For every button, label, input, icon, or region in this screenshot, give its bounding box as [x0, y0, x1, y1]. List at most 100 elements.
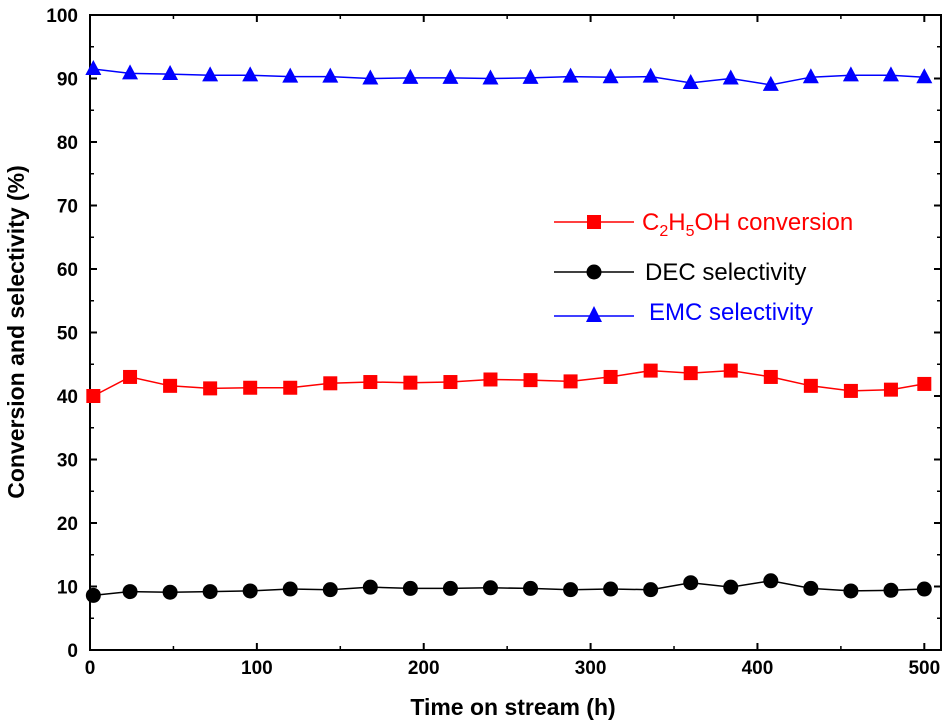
x-axis-title: Time on stream (h): [410, 694, 615, 720]
data-point-circle: [85, 587, 101, 603]
data-point-square: [643, 363, 658, 378]
legend-item-emc-selectivity: EMC selectivity: [554, 299, 813, 326]
data-point-circle: [723, 579, 739, 595]
data-point-square: [86, 389, 101, 403]
data-point-circle: [442, 580, 458, 596]
data-point-circle: [563, 582, 579, 598]
legend-label-c: C: [642, 209, 659, 236]
data-point-triangle: [522, 68, 539, 84]
data-point-square: [843, 383, 858, 398]
data-point-circle: [322, 582, 338, 598]
data-point-triangle: [242, 66, 259, 82]
data-point-circle: [282, 581, 298, 597]
axis-ticks: 0 10 20 30 40 50 60 70 80 90 100 0 100 200 300 400 500: [46, 6, 941, 679]
data-point-square: [603, 369, 618, 384]
data-point-triangle: [442, 68, 459, 84]
data-point-circle: [603, 581, 619, 597]
series-line-square: [92, 369, 925, 397]
data-point-circle: [242, 583, 258, 599]
data-point-square: [483, 372, 498, 387]
y-tick-label: 30: [57, 451, 78, 472]
data-point-square: [523, 373, 538, 388]
data-point-circle: [683, 575, 699, 591]
x-tick-label: 100: [241, 658, 273, 679]
data-point-triangle: [602, 68, 619, 84]
data-point-square: [123, 369, 138, 384]
data-point-square: [323, 376, 338, 391]
y-tick-label: 0: [67, 641, 78, 662]
y-tick-label: 40: [57, 387, 78, 408]
legend-label-oh-conversion: OH conversion: [695, 209, 854, 236]
data-point-circle: [202, 584, 218, 600]
x-tick-label: 0: [85, 658, 96, 679]
data-point-square: [363, 375, 378, 390]
y-tick-label: 80: [57, 133, 78, 154]
series-line-triangle: [93, 68, 925, 86]
data-point-square: [443, 375, 458, 390]
data-point-circle: [803, 580, 819, 596]
data-point-triangle: [562, 67, 579, 83]
data-point-triangle: [916, 68, 933, 84]
data-point-triangle: [682, 73, 699, 89]
data-point-square: [403, 375, 418, 390]
data-point-triangle: [402, 68, 419, 84]
x-tick-label: 500: [908, 658, 940, 679]
data-point-circle: [482, 580, 498, 596]
data-point-triangle: [842, 66, 859, 82]
data-point-square: [883, 382, 898, 397]
data-point-triangle: [162, 65, 179, 81]
plot-frame: [89, 14, 942, 651]
data-point-circle: [763, 573, 779, 589]
legend-marker-square-icon: [587, 215, 601, 229]
data-point-square: [917, 376, 932, 391]
data-point-circle: [916, 581, 932, 597]
data-point-triangle: [762, 75, 779, 91]
y-tick-label: 70: [57, 197, 78, 218]
legend-label-sub-5: 5: [686, 223, 695, 240]
x-tick-label: 200: [408, 658, 440, 679]
data-point-circle: [402, 580, 418, 596]
data-point-square: [563, 374, 578, 389]
data-point-circle: [843, 583, 859, 599]
data-point-square: [683, 366, 698, 381]
x-tick-label: 400: [742, 658, 774, 679]
data-point-triangle: [85, 59, 102, 75]
data-point-square: [163, 378, 178, 393]
legend-item-ethanol-conversion: C2H5OH conversion: [554, 209, 853, 240]
series-layer: [85, 59, 933, 603]
data-point-triangle: [322, 67, 339, 83]
data-point-triangle: [642, 67, 659, 83]
data-point-square: [243, 380, 258, 395]
data-point-square: [203, 381, 218, 396]
data-point-circle: [362, 579, 378, 595]
legend-label-h: H: [668, 209, 685, 236]
data-point-square: [803, 378, 818, 393]
x-tick-label: 300: [575, 658, 607, 679]
data-point-triangle: [802, 68, 819, 84]
data-point-square: [283, 380, 298, 395]
legend-marker-triangle-icon: [586, 306, 602, 322]
y-axis-title: Conversion and selectivity (%): [3, 165, 29, 499]
y-tick-label: 90: [57, 70, 78, 91]
data-point-triangle: [122, 64, 139, 80]
legend: C2H5OH conversion DEC selectivity EMC se…: [554, 209, 853, 326]
data-point-circle: [162, 584, 178, 600]
data-point-circle: [122, 584, 138, 600]
y-tick-label: 100: [46, 6, 78, 27]
data-point-square: [723, 363, 738, 378]
legend-label-emc-selectivity: EMC selectivity: [649, 299, 813, 326]
legend-label-dec-selectivity: DEC selectivity: [645, 259, 806, 286]
legend-label-ethanol-conversion: C2H5OH conversion: [642, 209, 853, 240]
data-point-square: [763, 369, 778, 384]
data-point-circle: [883, 582, 899, 598]
series-line-circle: [93, 580, 925, 597]
data-point-triangle: [202, 66, 219, 82]
data-point-triangle: [362, 69, 379, 85]
y-tick-label: 10: [57, 578, 78, 599]
y-tick-label: 60: [57, 260, 78, 281]
data-point-triangle: [722, 69, 739, 85]
data-point-circle: [643, 582, 659, 598]
legend-item-dec-selectivity: DEC selectivity: [554, 259, 806, 286]
y-tick-label: 50: [57, 324, 78, 345]
